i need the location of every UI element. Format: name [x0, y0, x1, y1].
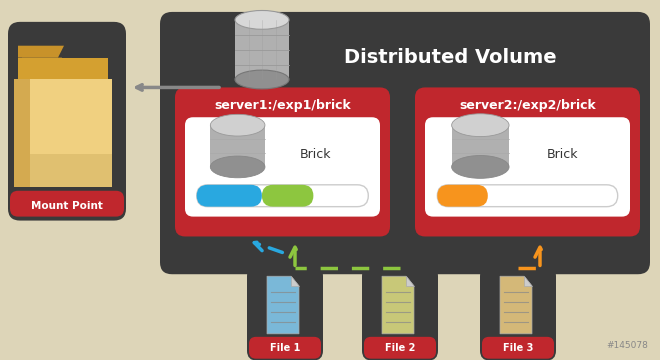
Text: Brick: Brick: [300, 148, 331, 162]
Polygon shape: [524, 276, 532, 286]
Text: Mount Point: Mount Point: [31, 201, 103, 211]
FancyBboxPatch shape: [247, 266, 323, 360]
FancyBboxPatch shape: [197, 185, 262, 207]
Text: server1:/exp1/brick: server1:/exp1/brick: [214, 99, 351, 112]
FancyBboxPatch shape: [262, 185, 314, 207]
Ellipse shape: [235, 10, 289, 29]
Polygon shape: [22, 72, 102, 169]
Text: server2:/exp2/brick: server2:/exp2/brick: [459, 99, 596, 112]
Polygon shape: [382, 276, 414, 334]
Polygon shape: [291, 276, 299, 286]
Text: File 2: File 2: [385, 343, 415, 353]
Text: Brick: Brick: [546, 148, 578, 162]
FancyBboxPatch shape: [415, 87, 640, 237]
FancyBboxPatch shape: [197, 185, 368, 207]
FancyBboxPatch shape: [438, 185, 618, 207]
FancyBboxPatch shape: [482, 337, 554, 359]
Bar: [235, 20, 289, 80]
Polygon shape: [500, 276, 532, 334]
FancyBboxPatch shape: [480, 266, 556, 360]
Text: File 1: File 1: [270, 343, 300, 353]
Polygon shape: [18, 80, 108, 177]
FancyBboxPatch shape: [160, 12, 650, 274]
Bar: [211, 125, 265, 167]
Polygon shape: [18, 46, 64, 58]
FancyBboxPatch shape: [175, 87, 390, 237]
Ellipse shape: [211, 156, 265, 178]
FancyBboxPatch shape: [364, 337, 436, 359]
Ellipse shape: [451, 114, 509, 136]
Ellipse shape: [235, 70, 289, 89]
FancyBboxPatch shape: [438, 185, 488, 207]
Text: File 3: File 3: [503, 343, 533, 353]
Polygon shape: [14, 154, 112, 187]
FancyBboxPatch shape: [185, 117, 380, 217]
Polygon shape: [406, 276, 414, 286]
Text: Distributed Volume: Distributed Volume: [344, 48, 556, 67]
Ellipse shape: [211, 114, 265, 136]
FancyBboxPatch shape: [362, 266, 438, 360]
Text: #145078: #145078: [606, 341, 648, 350]
Polygon shape: [14, 80, 112, 187]
Polygon shape: [18, 58, 108, 87]
Ellipse shape: [451, 156, 509, 178]
Polygon shape: [267, 276, 299, 334]
FancyBboxPatch shape: [10, 191, 124, 217]
FancyBboxPatch shape: [425, 117, 630, 217]
Polygon shape: [22, 58, 62, 72]
Polygon shape: [14, 80, 30, 187]
Bar: [451, 125, 509, 167]
FancyBboxPatch shape: [249, 337, 321, 359]
FancyBboxPatch shape: [8, 22, 126, 221]
